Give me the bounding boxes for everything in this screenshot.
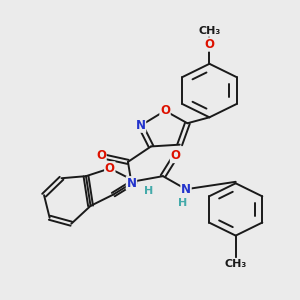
Text: O: O	[170, 149, 181, 162]
Text: O: O	[204, 38, 214, 51]
Text: H: H	[144, 186, 154, 196]
Text: CH₃: CH₃	[198, 26, 220, 36]
Text: O: O	[105, 162, 115, 175]
Text: N: N	[127, 177, 136, 190]
Text: H: H	[178, 198, 187, 208]
Text: N: N	[136, 119, 146, 132]
Text: O: O	[96, 149, 106, 162]
Text: N: N	[181, 183, 191, 196]
Text: O: O	[160, 104, 170, 117]
Text: CH₃: CH₃	[224, 259, 247, 269]
